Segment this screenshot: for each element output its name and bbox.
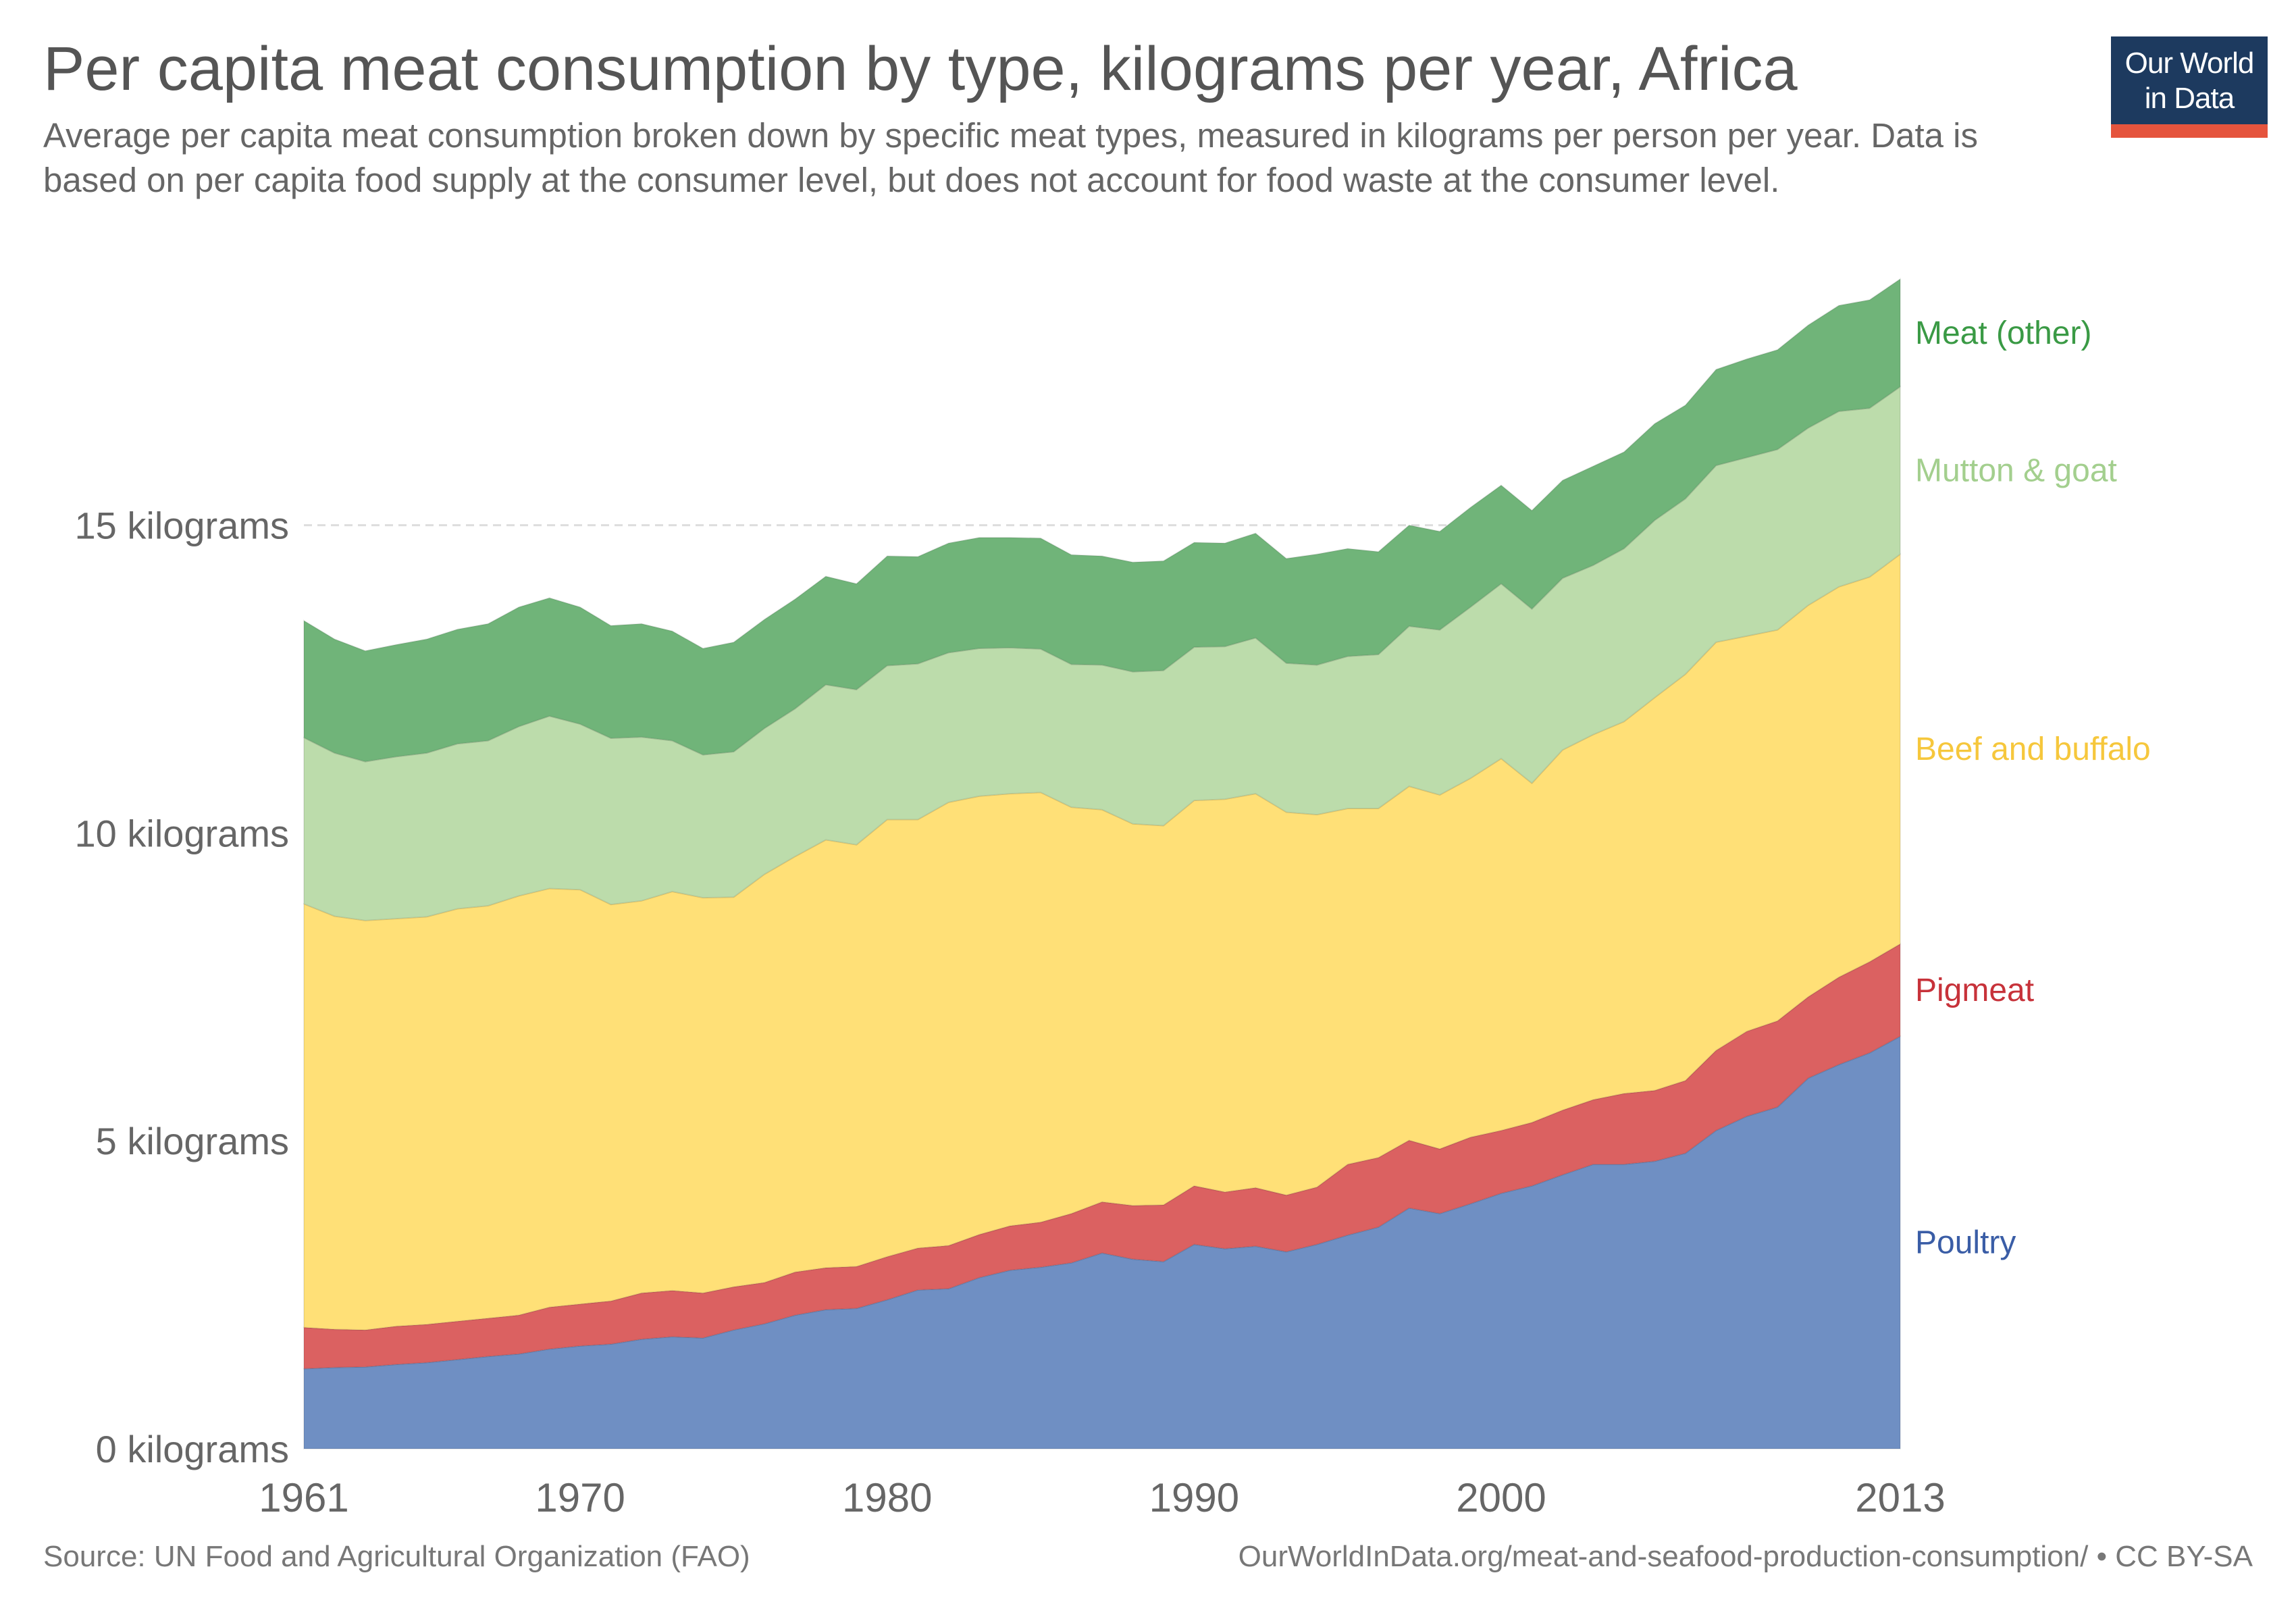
axis-labels: 0 kilograms 5 kilograms 10 kilograms 15 kil…: [75, 505, 1946, 1520]
y-tick-label: 15 kilograms: [75, 505, 289, 547]
y-tick-label: 5 kilograms: [96, 1120, 289, 1162]
x-tick-label: 2013: [1855, 1475, 1945, 1520]
logo-accent-bar: [2111, 124, 2268, 138]
series-label-other: Meat (other): [1915, 315, 2091, 351]
logo-line-2: in Data: [2144, 82, 2235, 115]
y-tick-label: 0 kilograms: [96, 1428, 289, 1470]
x-tick-label: 2000: [1456, 1475, 1546, 1520]
series-label-mutton: Mutton & goat: [1915, 453, 2117, 489]
series-label-pigmeat: Pigmeat: [1915, 973, 2034, 1008]
area-series: [303, 278, 1901, 1449]
series-label-poultry: Poultry: [1915, 1225, 2016, 1261]
area-other[interactable]: [303, 278, 1901, 763]
license-link[interactable]: OurWorldInData.org/meat-and-seafood-prod…: [1238, 1540, 2253, 1573]
y-tick-label: 10 kilograms: [75, 812, 289, 854]
chart-subtitle: Average per capita meat consumption brok…: [43, 116, 1979, 199]
chart-title: Per capita meat consumption by type, kil…: [43, 34, 1798, 103]
series-label-beef: Beef and buffalo: [1915, 731, 2151, 767]
series-labels: Poultry Pigmeat Beef and buffalo Mutton & g…: [1915, 315, 2151, 1261]
x-tick-label: 1990: [1149, 1475, 1239, 1520]
x-tick-label: 1970: [535, 1475, 625, 1520]
owid-logo[interactable]: Our World in Data: [2111, 36, 2268, 136]
x-tick-label: 1980: [842, 1475, 932, 1520]
x-tick-label: 1961: [259, 1475, 348, 1520]
logo-line-1: Our World: [2124, 47, 2255, 80]
source-note: Source: UN Food and Agricultural Organiz…: [43, 1540, 750, 1573]
